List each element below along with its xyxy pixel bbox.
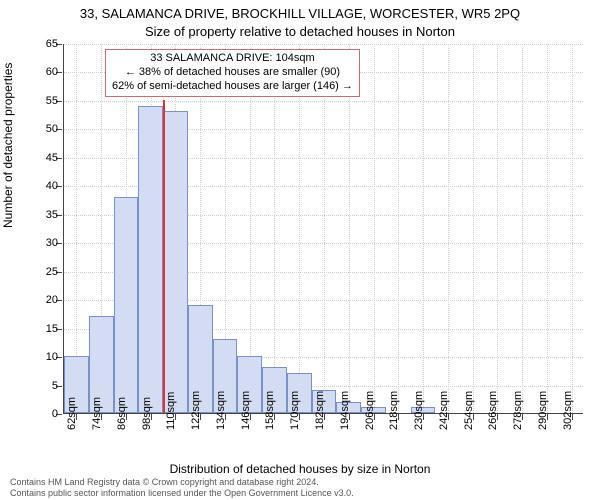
y-tick-label: 60	[28, 66, 58, 78]
annotation-line3: 62% of semi-detached houses are larger (…	[112, 80, 353, 94]
grid-line-v	[497, 44, 498, 413]
y-tick-label: 45	[28, 152, 58, 164]
grid-line-v	[473, 44, 474, 413]
y-tick-label: 5	[28, 380, 58, 392]
y-tick-label: 65	[28, 38, 58, 50]
property-annotation-box: 33 SALAMANCA DRIVE: 104sqm ← 38% of deta…	[105, 49, 360, 97]
annotation-line1: 33 SALAMANCA DRIVE: 104sqm	[112, 52, 353, 66]
grid-line-v	[448, 44, 449, 413]
footer-attribution: Contains HM Land Registry data © Crown c…	[10, 477, 590, 498]
histogram-bar	[114, 197, 139, 413]
y-tick-label: 50	[28, 123, 58, 135]
y-axis-label: Number of detached properties	[1, 63, 15, 228]
chart-container: 33, SALAMANCA DRIVE, BROCKHILL VILLAGE, …	[0, 0, 600, 500]
grid-line-v	[374, 44, 375, 413]
grid-line-v	[299, 44, 300, 413]
chart-title-address: 33, SALAMANCA DRIVE, BROCKHILL VILLAGE, …	[0, 6, 600, 21]
grid-line-v	[547, 44, 548, 413]
y-tick-label: 0	[28, 408, 58, 420]
grid-line-v	[522, 44, 523, 413]
property-marker-line	[163, 100, 165, 413]
grid-line-v	[423, 44, 424, 413]
grid-line-v	[324, 44, 325, 413]
grid-line-v	[349, 44, 350, 413]
y-tick-label: 55	[28, 95, 58, 107]
y-tick-label: 20	[28, 294, 58, 306]
y-tick-label: 25	[28, 266, 58, 278]
histogram-bar	[138, 106, 163, 413]
y-tick-label: 10	[28, 351, 58, 363]
y-tick-label: 40	[28, 180, 58, 192]
y-tick-label: 35	[28, 209, 58, 221]
grid-line-v	[572, 44, 573, 413]
x-axis-label: Distribution of detached houses by size …	[0, 462, 600, 476]
annotation-line2: ← 38% of detached houses are smaller (90…	[112, 66, 353, 80]
footer-line2: Contains public sector information licen…	[10, 488, 590, 498]
grid-line-v	[274, 44, 275, 413]
grid-line-v	[398, 44, 399, 413]
y-tick-label: 15	[28, 323, 58, 335]
chart-title-subtitle: Size of property relative to detached ho…	[0, 24, 600, 39]
y-tick-label: 30	[28, 237, 58, 249]
histogram-bar	[163, 111, 188, 413]
footer-line1: Contains HM Land Registry data © Crown c…	[10, 477, 590, 487]
plot-area	[63, 44, 583, 414]
